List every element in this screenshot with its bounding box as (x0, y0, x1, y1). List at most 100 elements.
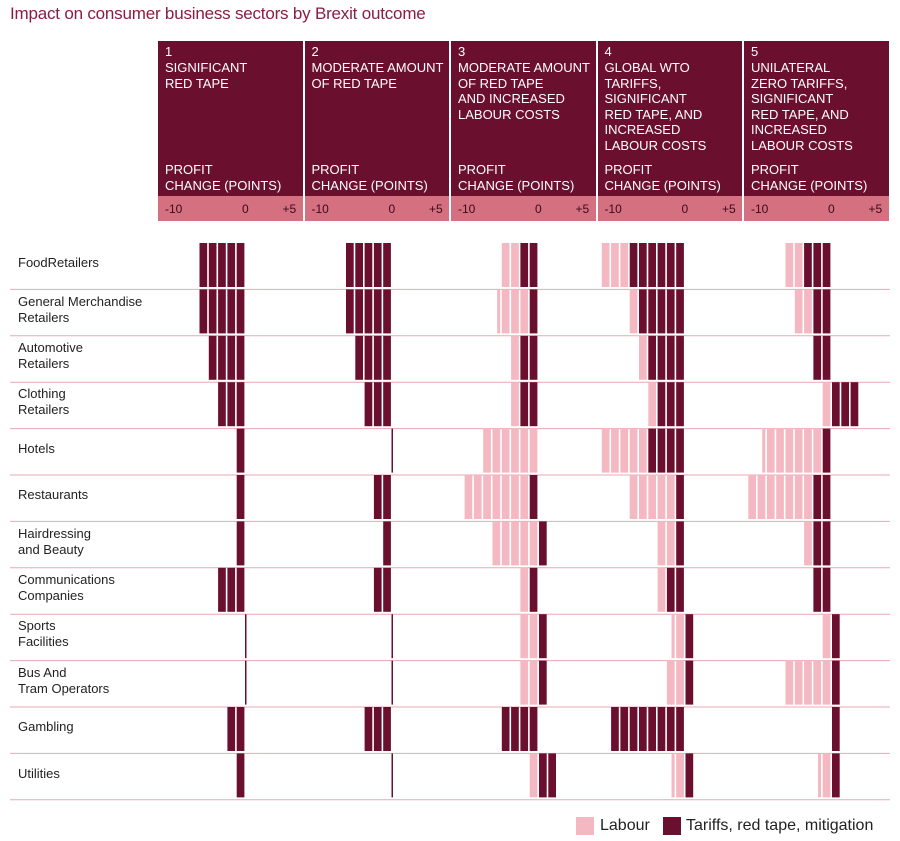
bar-segment-labour (620, 243, 629, 287)
tick-label: +5 (429, 202, 443, 216)
bar-segment-tariffs (199, 243, 208, 287)
bar-segment-tariffs (199, 289, 208, 334)
zero-line (391, 614, 393, 659)
bar-segment-tariffs (218, 289, 226, 334)
scenario-name: MODERATE AMOUNT OF RED TAPE (311, 60, 444, 91)
bar-segment-tariffs (236, 753, 245, 798)
bar-segment-tariffs (236, 289, 245, 334)
bar-segment-tariffs (227, 289, 236, 334)
bar-segment-tariffs (529, 382, 538, 427)
bar-segment-tariffs (236, 243, 245, 287)
bar-segment-tariffs (346, 289, 354, 334)
sector-label: Gambling (18, 719, 74, 735)
bar-segment-tariffs (822, 243, 831, 287)
bar-segment-tariffs (227, 382, 236, 427)
bar-segment-labour (529, 614, 538, 659)
bar-segment-labour (497, 289, 501, 334)
bar-segment-tariffs (355, 243, 363, 287)
bar-segment-labour (794, 428, 803, 473)
scenario-name: GLOBAL WTO TARIFFS, SIGNIFICANT RED TAPE… (604, 60, 707, 153)
bar-segment-tariffs (520, 243, 529, 287)
bar-segment-labour (813, 660, 822, 705)
bar-segment-tariffs (648, 707, 656, 751)
bar-segment-labour (601, 428, 610, 473)
bar-segment-tariffs (501, 707, 510, 751)
axis-band-1: -10 0 +5 (158, 196, 303, 221)
bar-segment-labour (822, 382, 831, 427)
bar-segment-tariffs (529, 475, 538, 519)
bar-segment-tariffs (346, 243, 354, 287)
sector-label: Bus And Tram Operators (18, 664, 110, 696)
bar-segment-tariffs (539, 521, 547, 566)
bar-segment-tariffs (666, 707, 675, 751)
bar-segment-tariffs (822, 428, 831, 473)
scenario-number: 5 (751, 44, 759, 59)
bar-segment-tariffs (832, 660, 840, 705)
bar-segment-tariffs (373, 382, 382, 427)
tick-label: -10 (165, 202, 183, 216)
bar-segment-labour (501, 521, 510, 566)
bar-segment-labour (511, 521, 519, 566)
bar-segment-labour (529, 521, 538, 566)
bar-segment-tariffs (813, 521, 822, 566)
bar-segment-tariffs (218, 382, 226, 427)
bar-segment-tariffs (666, 289, 675, 334)
bar-segment-labour (794, 475, 803, 519)
bar-segment-tariffs (822, 521, 831, 566)
bar-segment-tariffs (373, 475, 382, 519)
bar-segment-tariffs (850, 382, 859, 427)
scenario-header-1: 1 SIGNIFICANT RED TAPE PROFIT CHANGE (POIN… (158, 41, 303, 196)
bar-segment-tariffs (648, 335, 656, 380)
bar-segment-tariffs (236, 335, 245, 380)
bar-segment-tariffs (364, 289, 373, 334)
axis-band-4: -10 0 +5 (597, 196, 742, 221)
sector-label: Communications Companies (18, 572, 115, 603)
bar-segment-tariffs (620, 707, 629, 751)
bar-segment-labour (511, 382, 519, 427)
bar-segment-labour (520, 475, 529, 519)
bar-segment-tariffs (218, 335, 226, 380)
bar-segment-labour (520, 521, 529, 566)
bar-segment-labour (501, 243, 510, 287)
bar-segment-labour (501, 428, 510, 473)
zero-line (391, 428, 393, 473)
bar-segment-tariffs (685, 614, 694, 659)
bar-segment-tariffs (218, 567, 226, 612)
bar-segment-labour (676, 614, 684, 659)
bar-segment-tariffs (832, 382, 840, 427)
bar-segment-tariffs (657, 382, 666, 427)
zero-line (391, 753, 393, 798)
bar-segment-labour (611, 243, 619, 287)
tick-label: 0 (828, 202, 835, 216)
bar-segment-tariffs (373, 243, 382, 287)
bar-segment-tariffs (666, 428, 675, 473)
bar-segment-tariffs (236, 382, 245, 427)
bar-segment-tariffs (383, 289, 391, 334)
legend-swatch-labour (576, 817, 594, 835)
bar-segment-labour (822, 660, 831, 705)
sector-label: Hotels (18, 440, 55, 456)
bar-segment-labour (529, 660, 538, 705)
sector-label: Utilities (18, 765, 60, 781)
bar-segment-labour (511, 335, 519, 380)
bar-segment-labour (794, 289, 803, 334)
legend-label-labour: Labour (600, 817, 650, 834)
bar-segment-tariffs (685, 753, 694, 798)
bar-segment-tariffs (529, 335, 538, 380)
bar-segment-labour (671, 753, 675, 798)
bar-segment-tariffs (657, 335, 666, 380)
bar-segment-labour (520, 614, 529, 659)
bar-segment-tariffs (676, 521, 684, 566)
bar-segment-tariffs (639, 243, 647, 287)
bar-segment-tariffs (676, 243, 684, 287)
bar-segment-tariffs (657, 243, 666, 287)
bar-segment-tariffs (832, 753, 840, 798)
bar-segment-labour (794, 243, 803, 287)
tick-label: +5 (282, 202, 297, 216)
bar-segment-tariffs (529, 289, 538, 334)
tick-label: 0 (242, 202, 249, 216)
bar-segment-labour (639, 475, 647, 519)
bar-segment-tariffs (208, 243, 217, 287)
bar-segment-labour (520, 289, 529, 334)
bar-segment-tariffs (383, 382, 391, 427)
